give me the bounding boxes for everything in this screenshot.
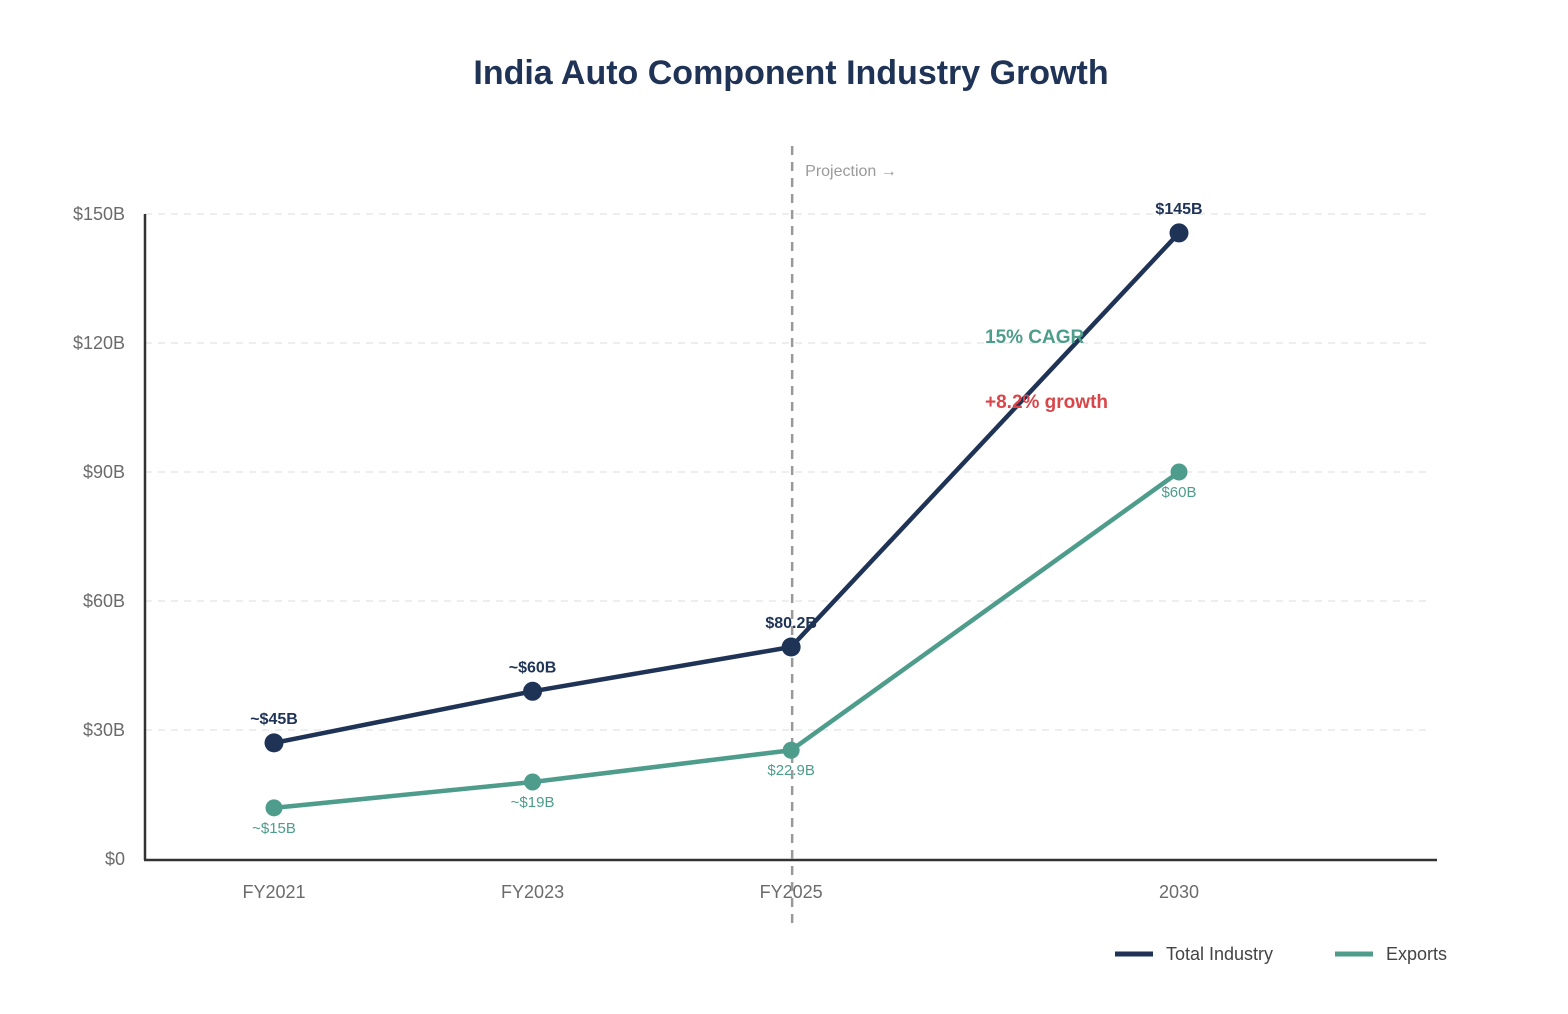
data-point <box>781 637 801 657</box>
x-tick-label: FY2021 <box>242 882 305 902</box>
data-point <box>782 741 800 759</box>
data-point <box>1169 223 1189 243</box>
x-tick-label: FY2025 <box>760 882 823 902</box>
data-point <box>265 799 283 817</box>
chart-title: India Auto Component Industry Growth <box>473 54 1108 92</box>
y-tick-label: $150B <box>73 204 125 224</box>
growth-annotation: +8.2% growth <box>985 392 1108 413</box>
y-tick-label: $60B <box>83 591 125 611</box>
y-tick-label: $120B <box>73 333 125 353</box>
data-label: $80.2B <box>765 615 817 632</box>
gridlines <box>145 213 1432 731</box>
data-label: ~$60B <box>509 659 557 676</box>
data-point <box>524 773 542 791</box>
projection-label: Projection → <box>805 163 897 180</box>
x-tick-label: FY2023 <box>501 882 564 902</box>
series-group <box>264 223 1189 817</box>
projection-divider: Projection → <box>790 146 897 926</box>
data-point <box>264 733 284 753</box>
data-label: ~$19B <box>511 794 555 811</box>
data-label: $145B <box>1155 201 1202 218</box>
data-label: ~$15B <box>252 820 296 837</box>
data-point <box>523 681 543 701</box>
cagr-annotation: 15% CAGR <box>985 327 1085 348</box>
y-axis-ticks: $0 $30B $60B $90B $120B $150B <box>73 204 125 869</box>
data-labels: ~$45B ~$60B $80.2B $145B ~$15B ~$19B $22.9B $60… <box>250 201 1202 837</box>
x-axis-ticks: FY2021 FY2023 FY2025 2030 <box>242 882 1199 902</box>
legend: Total Industry Exports <box>1115 944 1447 964</box>
data-point <box>1170 463 1188 481</box>
data-label: ~$45B <box>250 711 298 728</box>
legend-label: Total Industry <box>1166 944 1273 964</box>
y-tick-label: $30B <box>83 720 125 740</box>
series-line-total-industry <box>271 230 1182 746</box>
legend-label: Exports <box>1386 944 1447 964</box>
x-tick-label: 2030 <box>1159 882 1199 902</box>
data-label: $60B <box>1161 484 1196 501</box>
y-tick-label: $90B <box>83 462 125 482</box>
y-tick-label: $0 <box>105 849 125 869</box>
series-line-exports <box>271 469 1182 811</box>
data-label: $22.9B <box>767 762 815 779</box>
